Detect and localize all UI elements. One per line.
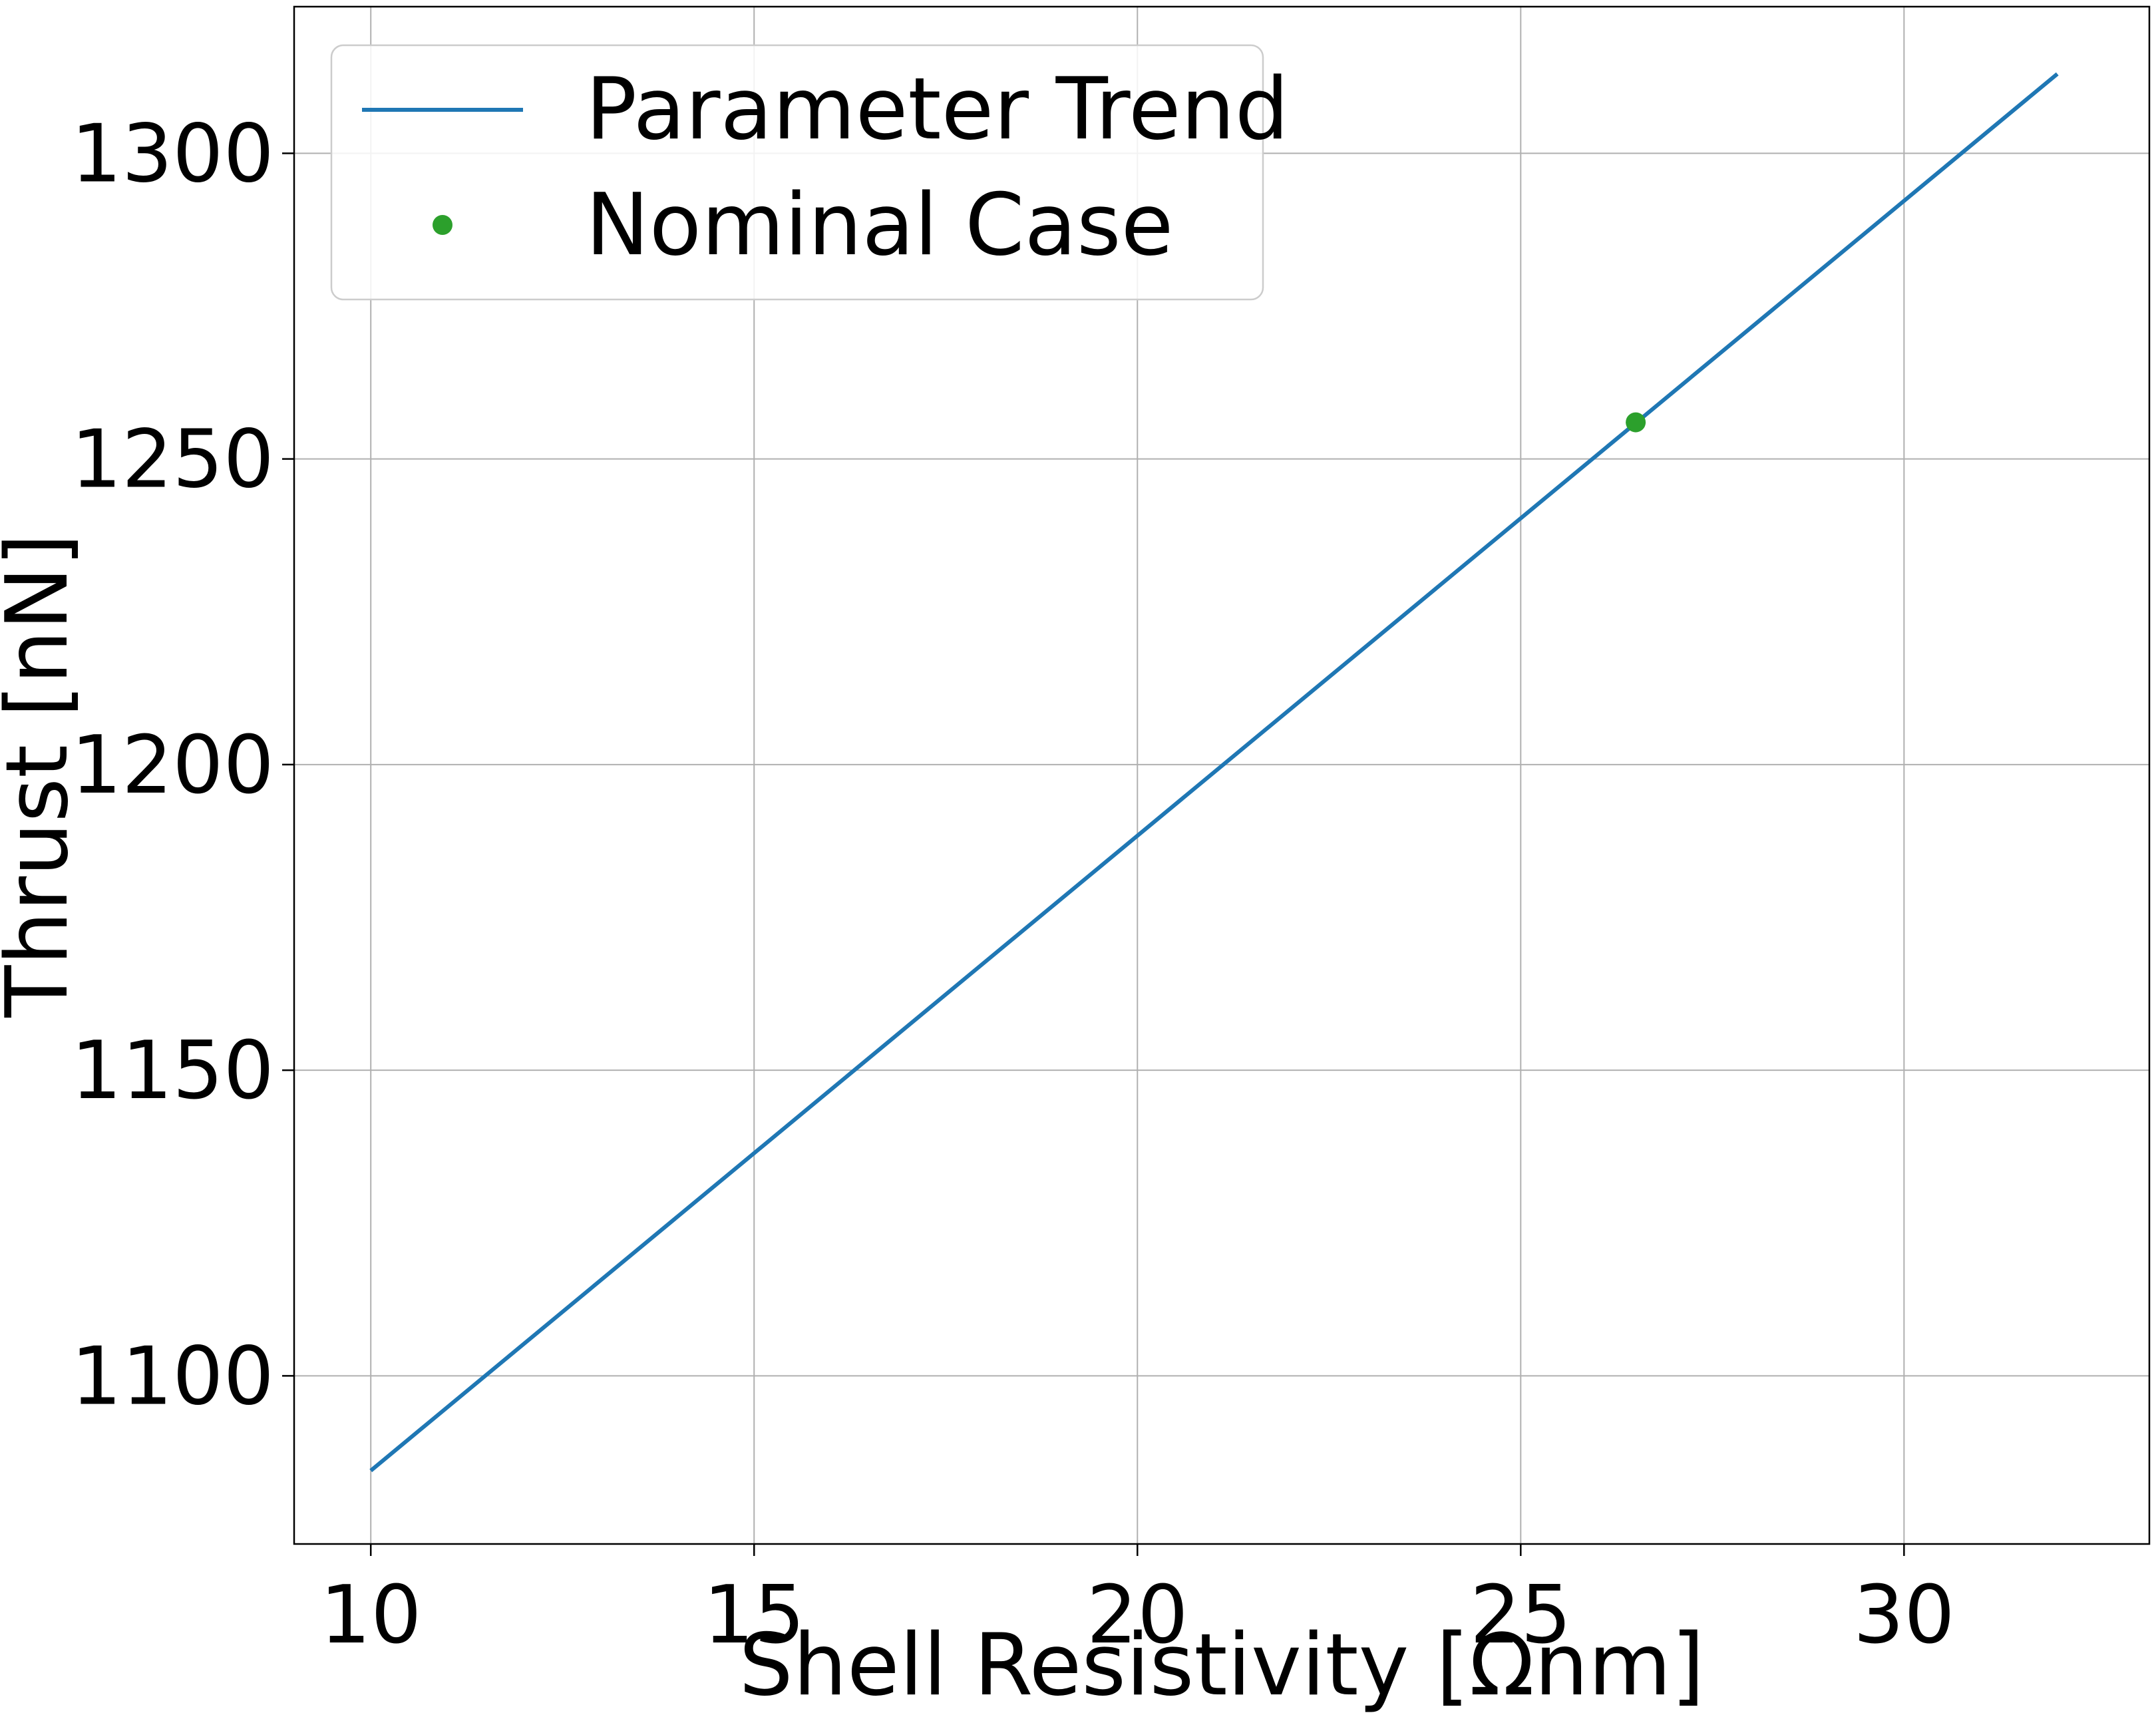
legend-label-parameter-trend: Parameter Trend [586,60,1289,159]
x-tick-label: 20 [1087,1569,1188,1662]
x-axis-ticks: 10 15 20 25 30 [320,1544,1955,1662]
y-axis-label: Thrust [nN] [0,533,87,1018]
y-tick-label: 1200 [71,719,274,812]
legend: Parameter Trend Nominal Case [330,44,1289,301]
series-line-parameter-trend [369,72,2059,1473]
x-tick-label: 25 [1470,1569,1572,1662]
legend-label-nominal-case: Nominal Case [586,176,1173,275]
x-tick-label: 30 [1853,1569,1955,1662]
y-tick-label: 1300 [71,108,274,200]
x-tick-label: 15 [703,1569,805,1662]
y-tick-label: 1250 [71,414,274,506]
series-layer [369,72,2059,1473]
x-tick-label: 10 [320,1569,422,1662]
y-tick-label: 1100 [71,1330,274,1423]
plot-frame [293,5,2151,1545]
y-tick-label: 1150 [71,1025,274,1117]
legend-box [330,44,1264,301]
legend-swatch-nominal-case [433,215,452,235]
data-point-nominal-case [1626,412,1646,433]
x-axis-label: Shell Resistivity [Ωnm] [739,1616,1705,1715]
y-axis-ticks: 1100 1150 1200 1250 1300 [71,108,294,1423]
